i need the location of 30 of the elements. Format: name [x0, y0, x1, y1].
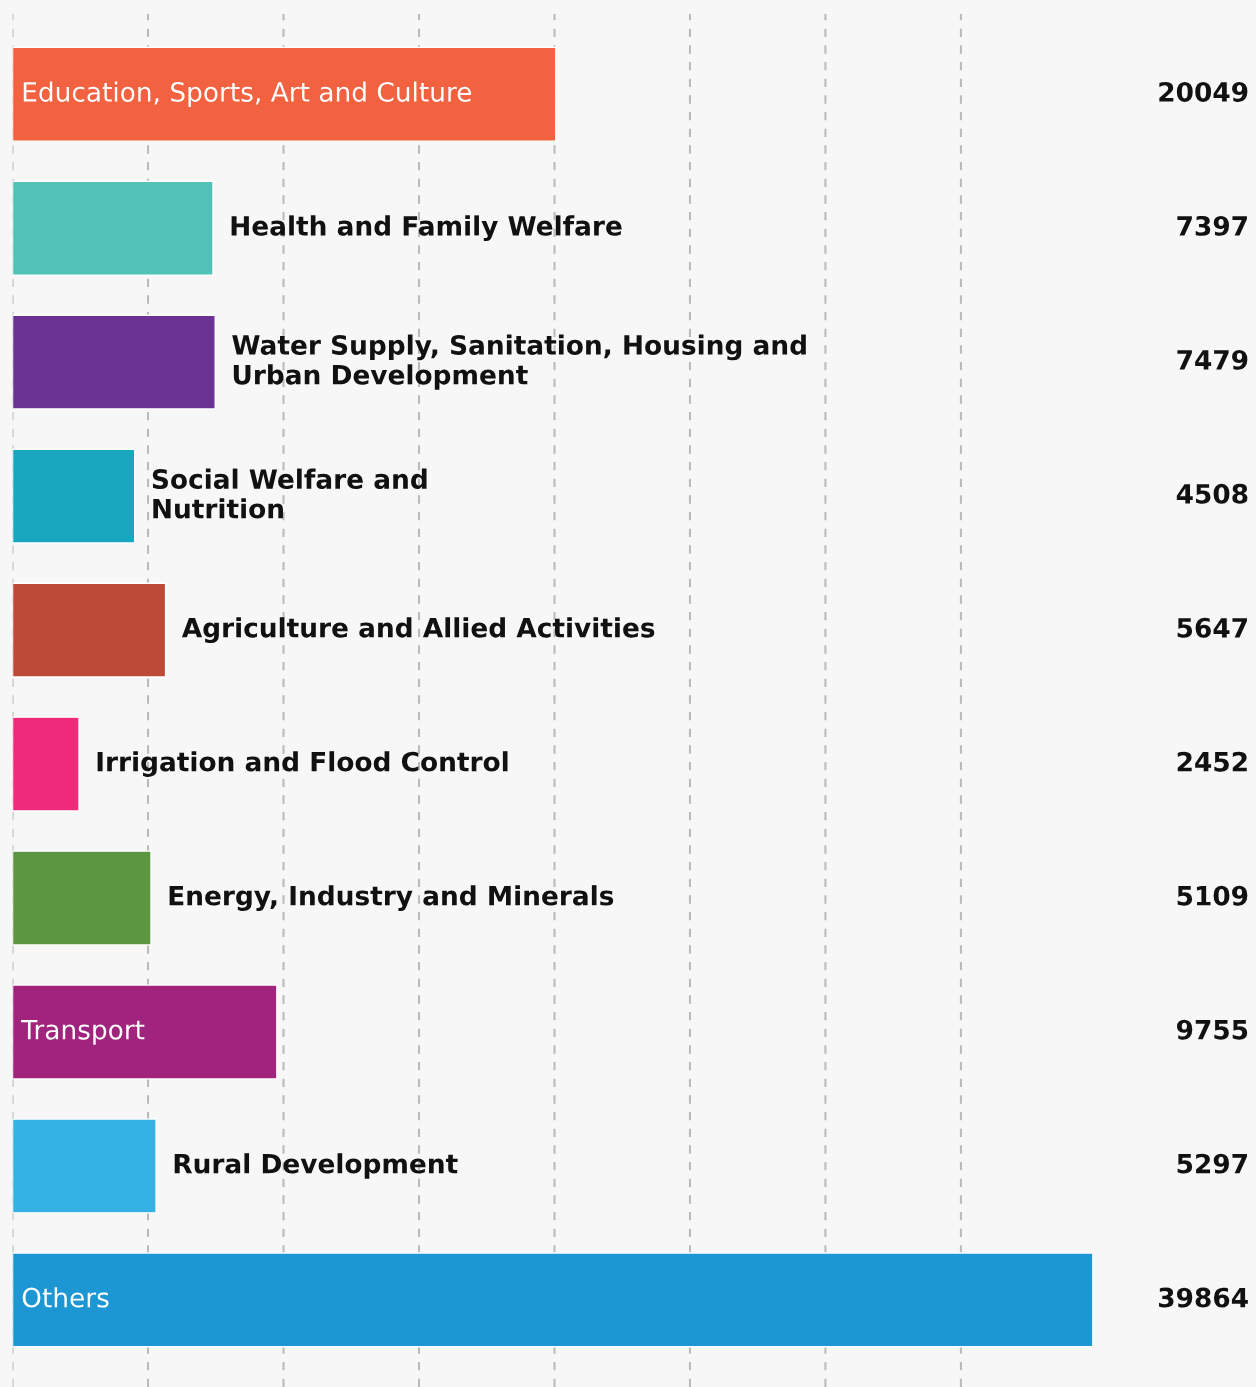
y-tick-label: Transport — [21, 1020, 145, 1045]
bar — [12, 1118, 157, 1214]
data-label: 39864 — [1159, 1287, 1248, 1308]
y-tick-label: Agriculture and Allied Activities — [181, 617, 655, 643]
bar — [12, 448, 136, 544]
y-tick-label: Water Supply, Sanitation, Housing and Urban Development — [232, 334, 806, 390]
data-label: 2452 — [1177, 751, 1247, 772]
bar — [12, 46, 557, 142]
data-label: 5109 — [1177, 885, 1248, 906]
y-tick-label: Energy, Industry and Minerals — [169, 885, 614, 911]
y-tick-label: Social Welfare and Nutrition — [152, 468, 427, 519]
y-tick-label: Others — [22, 1287, 109, 1308]
y-tick-label: Health and Family Welfare — [231, 215, 622, 242]
data-label: 7479 — [1177, 349, 1248, 370]
data-label: 20049 — [1159, 81, 1248, 102]
y-tick-label: Education, Sports, Art and Culture — [23, 81, 472, 108]
bar — [12, 314, 216, 410]
data-label: 4508 — [1176, 483, 1248, 504]
data-label: 5297 — [1177, 1153, 1247, 1174]
bar — [12, 984, 278, 1080]
data-label: 9755 — [1176, 1019, 1248, 1040]
bar — [12, 716, 80, 812]
bar — [12, 582, 167, 678]
bar — [12, 180, 214, 276]
bar — [12, 1252, 1093, 1348]
y-tick-label: Rural Development — [174, 1153, 458, 1179]
data-label: 5647 — [1177, 617, 1247, 638]
bar — [12, 850, 152, 946]
y-tick-label: Irrigation and Flood Control — [97, 751, 508, 777]
data-label: 7397 — [1177, 215, 1247, 236]
